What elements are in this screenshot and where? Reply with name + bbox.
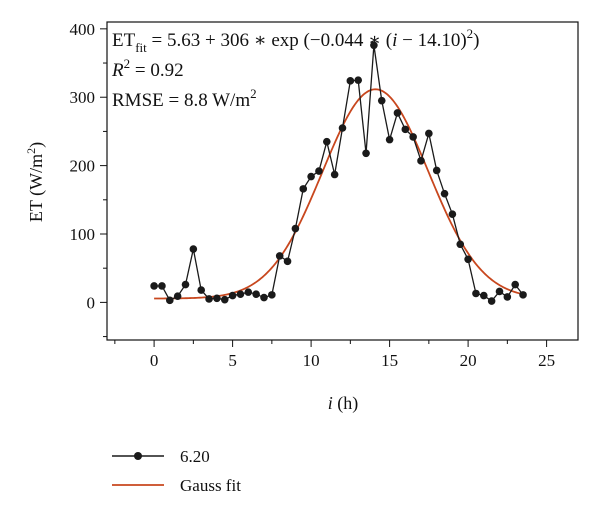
- data-point: [330, 170, 339, 179]
- data-point: [213, 294, 221, 303]
- x-axis: 0 5 10 15 20 25: [114, 340, 555, 370]
- x-axis-label: i (h): [328, 393, 359, 414]
- fit-curve: [154, 88, 524, 300]
- data-point: [220, 295, 229, 304]
- data-point: [480, 291, 488, 300]
- data-point: [440, 189, 449, 198]
- y-tick-label: 200: [70, 157, 96, 176]
- data-point: [464, 255, 472, 264]
- y-tick-label: 100: [70, 225, 96, 244]
- data-point: [487, 297, 496, 305]
- legend-label-gauss-fit: Gauss fit: [180, 476, 241, 495]
- y-tick-label: 300: [70, 88, 96, 107]
- x-tick-label: 25: [538, 351, 555, 370]
- x-tick-label: 15: [381, 351, 398, 370]
- data-point: [275, 252, 284, 260]
- data-point: [338, 124, 347, 132]
- data-point: [307, 172, 315, 181]
- legend-label-6-20: 6.20: [180, 447, 210, 466]
- r-squared-label: R2 = 0.92: [111, 56, 184, 81]
- plot-frame: [106, 21, 579, 341]
- x-tick-label: 5: [228, 351, 237, 370]
- data-point: [346, 77, 355, 85]
- fit-equation: ETfit = 5.63 + 306 ∗ exp (−0.044 ∗ (i − …: [112, 26, 480, 55]
- data-point: [323, 137, 331, 146]
- data-point: [150, 282, 158, 290]
- data-point: [354, 76, 363, 84]
- x-tick-label: 10: [303, 351, 320, 370]
- y-tick-label: 0: [87, 293, 96, 312]
- data-point: [401, 125, 410, 134]
- data-point: [268, 291, 276, 299]
- data-point: [519, 291, 527, 299]
- y-axis: 0 100 200 300 400: [70, 20, 107, 338]
- data-point: [189, 245, 198, 253]
- data-point: [472, 289, 480, 298]
- data-point: [244, 288, 253, 296]
- y-axis-label: ET (W/m2): [24, 142, 47, 222]
- data-point: [181, 280, 190, 289]
- legend: 6.20 Gauss fit: [112, 447, 241, 495]
- data-point: [291, 224, 300, 233]
- data-point: [385, 135, 394, 144]
- data-point: [370, 41, 378, 50]
- data-point: [448, 210, 457, 218]
- data-point: [503, 293, 512, 301]
- data-point: [260, 293, 268, 302]
- data-point: [432, 166, 441, 175]
- data-point: [158, 282, 166, 290]
- data-point: [166, 296, 174, 305]
- data-point: [409, 133, 417, 141]
- legend-marker-6-20: [134, 452, 142, 460]
- data-point: [425, 129, 433, 138]
- data-point: [173, 292, 182, 301]
- data-point: [315, 167, 323, 175]
- data-point: [377, 96, 386, 105]
- data-point: [456, 240, 465, 249]
- data-point: [252, 290, 260, 298]
- data-point: [511, 280, 519, 289]
- data-point: [417, 157, 425, 165]
- series-gauss-fit: [154, 88, 524, 300]
- x-tick-label: 20: [460, 351, 477, 370]
- data-point: [495, 287, 504, 296]
- series-6-20: [150, 41, 527, 305]
- data-point: [283, 257, 292, 266]
- data-point: [393, 109, 402, 117]
- data-point: [236, 290, 245, 298]
- data-point: [197, 286, 205, 294]
- x-tick-label: 0: [150, 351, 159, 370]
- data-point: [362, 149, 370, 158]
- data-point: [299, 185, 308, 193]
- rmse-label: RMSE = 8.8 W/m2: [112, 86, 257, 111]
- data-point: [228, 291, 237, 300]
- y-tick-label: 400: [70, 20, 96, 39]
- data-point: [205, 295, 213, 303]
